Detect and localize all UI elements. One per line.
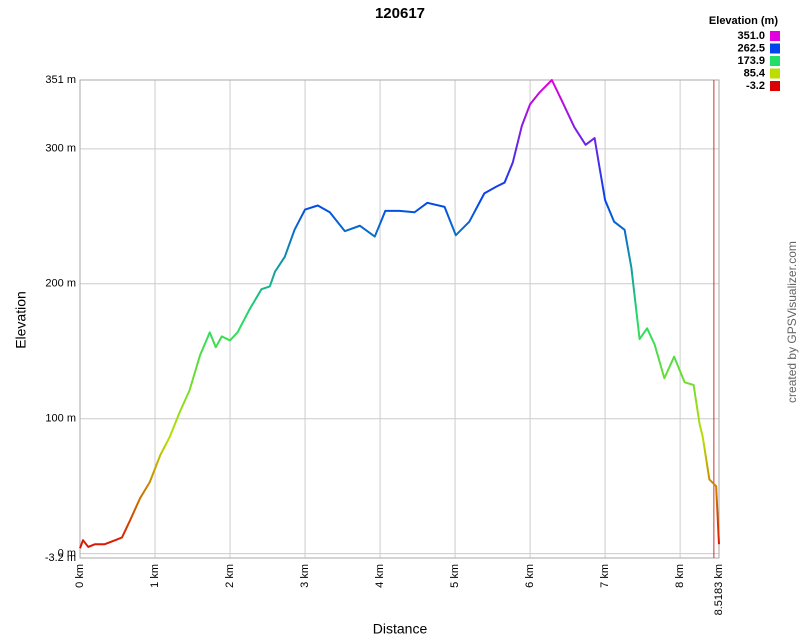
x-tick-label: 0 km (74, 564, 86, 588)
y-tick-label: 200 m (45, 278, 76, 290)
legend-label: -3.2 (746, 80, 765, 92)
chart-title: 120617 (375, 5, 425, 22)
x-tick-label: 1 km (149, 564, 161, 588)
y-tick-label: 300 m (45, 143, 76, 155)
y-tick-label: 351 m (45, 74, 76, 86)
legend-label: 351.0 (737, 30, 765, 42)
elevation-line (79, 79, 720, 549)
y-axis-label: Elevation (13, 291, 29, 349)
y-tick-label: -3.2 m (45, 552, 76, 564)
x-tick-label: 8.5183 km (713, 564, 725, 615)
x-tick-label: 6 km (524, 564, 536, 588)
credit: created by GPSVisualizer.com (785, 241, 799, 403)
x-tick-label: 3 km (299, 564, 311, 588)
x-tick-label: 4 km (374, 564, 386, 588)
legend-swatch (770, 81, 780, 91)
x-tick-label: 5 km (449, 564, 461, 588)
y-tick-label: 100 m (45, 413, 76, 425)
plot-frame (79, 79, 720, 559)
x-axis-label: Distance (373, 621, 428, 637)
legend-label: 85.4 (744, 67, 766, 79)
x-tick-label: 7 km (599, 564, 611, 588)
y-tick-label: 0 m (58, 548, 76, 560)
x-tick-label: 2 km (224, 564, 236, 588)
legend-title: Elevation (m) (709, 15, 778, 27)
legend-swatch (770, 43, 780, 54)
x-tick-label: 8 km (674, 564, 686, 588)
legend-swatch (770, 68, 780, 79)
legend-swatch (770, 56, 780, 66)
legend-label: 262.5 (737, 42, 765, 54)
legend-label: 173.9 (737, 55, 765, 67)
legend-swatch (770, 31, 780, 41)
